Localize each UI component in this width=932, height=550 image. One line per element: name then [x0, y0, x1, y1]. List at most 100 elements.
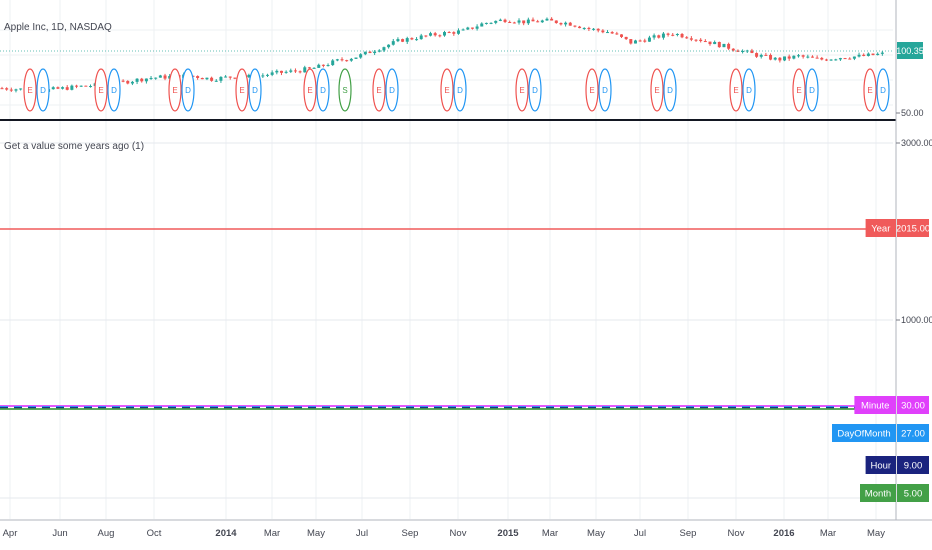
candle: [498, 18, 502, 22]
bottom-axis-tick: 1000.00: [896, 315, 932, 325]
candle: [592, 27, 596, 31]
earnings-marker[interactable]: E: [372, 68, 386, 112]
candle: [843, 57, 847, 60]
earnings-marker[interactable]: E: [303, 68, 317, 112]
candle: [531, 17, 535, 22]
series-value-label: 2015.00: [896, 224, 930, 235]
last-price-label: 100.35: [896, 46, 924, 56]
candlestick-series: [0, 17, 884, 95]
dividends-marker[interactable]: D: [876, 68, 890, 112]
candle: [554, 20, 558, 24]
candle: [773, 57, 777, 61]
event-letter: D: [457, 86, 463, 95]
candle: [303, 65, 307, 73]
earnings-marker[interactable]: E: [94, 68, 108, 112]
dividends-marker[interactable]: D: [742, 68, 756, 112]
series-badge-dayofmonth: DayOfMonth 27.00: [832, 424, 929, 442]
event-letter: D: [389, 86, 395, 95]
dividends-marker[interactable]: D: [385, 68, 399, 112]
earnings-marker[interactable]: E: [440, 68, 454, 112]
candle: [871, 53, 875, 56]
event-letter: E: [796, 86, 801, 95]
candle: [736, 49, 740, 52]
candle: [51, 86, 55, 90]
dividends-marker[interactable]: D: [36, 68, 50, 112]
indicator-pane[interactable]: Get a value some years ago (1): [0, 141, 893, 410]
series-name-label: Minute: [861, 401, 890, 412]
dividends-marker[interactable]: D: [107, 68, 121, 112]
earnings-marker[interactable]: E: [729, 68, 743, 112]
candle: [801, 54, 805, 59]
event-letter: E: [867, 86, 872, 95]
candle: [815, 55, 819, 59]
earnings-marker[interactable]: E: [792, 68, 806, 112]
candle: [522, 20, 526, 26]
earnings-marker[interactable]: E: [235, 68, 249, 112]
candle: [787, 54, 791, 61]
candle: [876, 52, 880, 56]
dividends-marker[interactable]: D: [528, 68, 542, 112]
time-tick-label: Oct: [147, 528, 162, 539]
candle: [657, 34, 661, 39]
earnings-marker[interactable]: E: [863, 68, 877, 112]
dividends-marker[interactable]: D: [316, 68, 330, 112]
candle: [755, 52, 759, 58]
series-value-label: 27.00: [901, 429, 925, 440]
time-axis[interactable]: Apr Jun Aug Oct 2014 Mar May Jul Sep Nov 2015 Mar Ma…: [0, 519, 932, 550]
earnings-marker[interactable]: E: [650, 68, 664, 112]
candle: [694, 39, 698, 42]
event-letter: E: [519, 86, 524, 95]
series-badge-month: Month 5.00: [860, 484, 929, 502]
price-axis[interactable]: 50.00 3000.00 1000.00 00 100.35 Year2015…: [832, 0, 932, 520]
dividends-marker[interactable]: D: [663, 68, 677, 112]
candle: [596, 28, 600, 33]
event-letter: D: [880, 86, 886, 95]
candle: [713, 40, 717, 45]
series-value-badges: Year 2015.00 Minute 30.00 DayOfMonth 27.00 Hou…: [832, 219, 930, 502]
candle: [717, 41, 721, 48]
series-value-label: 5.00: [904, 489, 923, 500]
time-tick-label: Aug: [98, 528, 115, 539]
candle: [321, 64, 325, 68]
candle: [564, 21, 568, 27]
candle: [624, 36, 628, 40]
indicator-title: Get a value some years ago (1): [4, 141, 144, 152]
candle: [373, 50, 377, 55]
time-tick-label: May: [307, 528, 325, 539]
candle: [568, 21, 572, 26]
event-letter: D: [40, 86, 46, 95]
series-badge-hour: Hour 9.00: [865, 456, 929, 474]
candle: [484, 22, 488, 25]
dividends-marker[interactable]: D: [453, 68, 467, 112]
candle: [270, 70, 274, 77]
split-marker[interactable]: S: [338, 68, 352, 112]
earnings-marker[interactable]: E: [515, 68, 529, 112]
candle: [708, 41, 712, 46]
dividends-marker[interactable]: D: [248, 68, 262, 112]
candle: [550, 17, 554, 21]
event-letter: D: [667, 86, 673, 95]
candle: [19, 88, 23, 91]
event-letter: E: [589, 86, 594, 95]
earnings-marker[interactable]: E: [23, 68, 37, 112]
earnings-marker[interactable]: E: [168, 68, 182, 112]
event-letter: D: [252, 86, 258, 95]
earnings-marker[interactable]: E: [585, 68, 599, 112]
candle: [783, 56, 787, 62]
candle: [494, 20, 498, 25]
time-tick-label: 2014: [215, 528, 237, 539]
candle: [703, 39, 707, 43]
candle: [629, 39, 633, 45]
dividends-marker[interactable]: D: [598, 68, 612, 112]
event-letter: D: [320, 86, 326, 95]
candle: [764, 52, 768, 56]
series-name-label: Hour: [871, 461, 892, 472]
candle: [70, 84, 74, 91]
candle: [293, 68, 297, 73]
dividends-marker[interactable]: D: [805, 68, 819, 112]
time-tick-label: Sep: [680, 528, 697, 539]
dividends-marker[interactable]: D: [181, 68, 195, 112]
candle: [456, 28, 460, 35]
candle: [89, 84, 92, 88]
